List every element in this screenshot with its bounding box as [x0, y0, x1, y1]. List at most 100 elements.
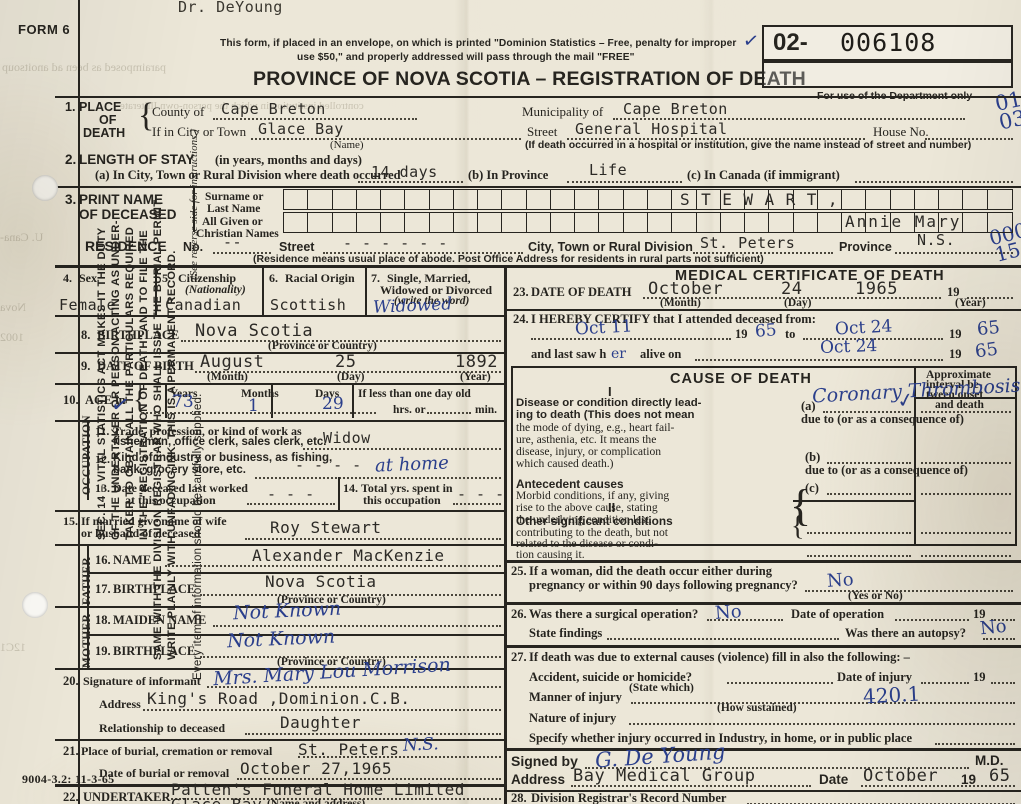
- part1-text-line2: ing to death (This does not mean: [516, 409, 695, 421]
- name-letter-cell[interactable]: [818, 213, 843, 232]
- item1-house-label: House No.: [873, 124, 929, 139]
- name-letter-cell[interactable]: [697, 190, 721, 209]
- name-letter-cell[interactable]: [502, 190, 527, 209]
- name-letter-cell[interactable]: [866, 213, 891, 232]
- leader-dots: [693, 252, 833, 254]
- given-name-letter-grid[interactable]: [283, 212, 1013, 233]
- item24-year-prefix-3: 19: [949, 347, 962, 361]
- name-letter-cell[interactable]: [745, 190, 770, 209]
- item25-label-line2: pregnancy or within 90 days following pr…: [529, 578, 798, 592]
- leader-dots: [921, 532, 1011, 534]
- name-letter-cell[interactable]: [381, 213, 406, 232]
- name-letter-cell[interactable]: [599, 213, 624, 232]
- name-letter-cell[interactable]: [333, 190, 357, 209]
- name-letter-cell[interactable]: [284, 190, 309, 209]
- item3-title-line2: OF DECEASED: [79, 207, 177, 222]
- name-letter-cell[interactable]: [842, 190, 867, 209]
- name-letter-cell[interactable]: [381, 190, 406, 209]
- name-letter-cell[interactable]: [866, 190, 891, 209]
- item7-sublabel: (write the word): [394, 295, 470, 307]
- item20-relationship-value: Daughter: [280, 713, 362, 732]
- name-letter-cell[interactable]: [430, 213, 454, 232]
- name-letter-cell[interactable]: [454, 213, 479, 232]
- item22-number: 22.: [63, 790, 79, 804]
- name-letter-cell[interactable]: [963, 190, 988, 209]
- name-letter-cell[interactable]: [405, 190, 430, 209]
- leader-dots: [805, 590, 1013, 592]
- name-letter-cell[interactable]: [891, 213, 915, 232]
- name-letter-cell[interactable]: [939, 190, 964, 209]
- name-letter-cell[interactable]: [624, 213, 648, 232]
- name-letter-cell[interactable]: [333, 213, 357, 232]
- name-letter-cell[interactable]: [818, 190, 843, 209]
- name-letter-cell[interactable]: [405, 213, 430, 232]
- name-letter-cell[interactable]: [648, 213, 673, 232]
- name-letter-cell[interactable]: [672, 213, 697, 232]
- item12-value: - - - -: [295, 456, 362, 474]
- name-letter-cell[interactable]: [794, 213, 818, 232]
- name-letter-cell[interactable]: [308, 190, 333, 209]
- item27-state-which: (State which): [629, 682, 694, 694]
- leader-dots: [567, 181, 682, 183]
- item13-number: 13.: [95, 481, 110, 495]
- leader-dots: [181, 340, 501, 342]
- name-letter-cell[interactable]: [915, 190, 940, 209]
- name-letter-cell[interactable]: [284, 213, 309, 232]
- brace-icon: {: [133, 385, 147, 416]
- leader-dots: [935, 743, 1015, 745]
- name-letter-cell[interactable]: [721, 213, 746, 232]
- name-letter-cell[interactable]: [745, 213, 770, 232]
- name-letter-cell[interactable]: [915, 213, 940, 232]
- name-letter-cell[interactable]: [672, 190, 697, 209]
- name-letter-cell[interactable]: [357, 213, 382, 232]
- divider: [507, 645, 1021, 648]
- name-letter-cell[interactable]: [357, 190, 382, 209]
- item11-label-line2: fisherman, office clerk, sales clerk, et…: [113, 436, 327, 448]
- row-b-label: (b): [805, 450, 821, 464]
- name-letter-cell[interactable]: [551, 213, 576, 232]
- name-letter-cell[interactable]: [308, 213, 333, 232]
- antecedent-line1: Morbid conditions, if any, giving: [516, 489, 670, 502]
- name-letter-cell[interactable]: [721, 190, 746, 209]
- name-letter-cell[interactable]: [697, 213, 721, 232]
- name-letter-cell[interactable]: [527, 190, 551, 209]
- residence-city-label: City, Town or Rural Division: [528, 240, 693, 254]
- name-letter-cell[interactable]: [430, 190, 454, 209]
- item20-relationship-label: Relationship to deceased: [99, 721, 225, 735]
- item10-days-value: 29: [322, 394, 344, 414]
- name-letter-cell[interactable]: [478, 190, 503, 209]
- name-letter-cell[interactable]: [551, 190, 576, 209]
- name-letter-cell[interactable]: [939, 213, 964, 232]
- leader-dots: [298, 756, 501, 758]
- name-letter-cell[interactable]: [478, 213, 503, 232]
- divider: [507, 602, 1021, 605]
- signed-date-value: October: [863, 766, 939, 786]
- name-letter-cell[interactable]: [842, 213, 867, 232]
- name-letter-cell[interactable]: [575, 190, 600, 209]
- item27-label: If death was due to external causes (vio…: [529, 650, 910, 664]
- name-letter-cell[interactable]: [599, 190, 624, 209]
- item27-how-sustained: (How sustained): [717, 702, 797, 714]
- residence-province-label: Province: [839, 240, 892, 254]
- name-letter-cell[interactable]: [624, 190, 648, 209]
- name-letter-cell[interactable]: [454, 190, 479, 209]
- name-letter-cell[interactable]: [769, 213, 794, 232]
- part2-line1: contributing to the death, but not: [516, 526, 668, 539]
- item26-findings-label: State findings: [529, 626, 603, 640]
- name-letter-cell[interactable]: [527, 213, 551, 232]
- surname-letter-grid[interactable]: [283, 189, 1013, 210]
- name-letter-cell[interactable]: [963, 213, 988, 232]
- antecedent-heading: Antecedent causes: [516, 477, 624, 491]
- name-letter-cell[interactable]: [769, 190, 794, 209]
- item27-manner-label: Manner of injury: [529, 690, 622, 704]
- name-letter-cell[interactable]: [575, 213, 600, 232]
- name-letter-cell[interactable]: [891, 190, 915, 209]
- name-letter-cell[interactable]: [502, 213, 527, 232]
- item8-number: 8.: [81, 328, 91, 342]
- item1-label-line3: DEATH: [83, 126, 126, 140]
- divider: [87, 634, 504, 636]
- name-letter-cell[interactable]: [648, 190, 673, 209]
- name-letter-cell[interactable]: [794, 190, 818, 209]
- item17-label: BIRTHPLACE: [113, 582, 196, 596]
- leader-dots: [807, 532, 911, 534]
